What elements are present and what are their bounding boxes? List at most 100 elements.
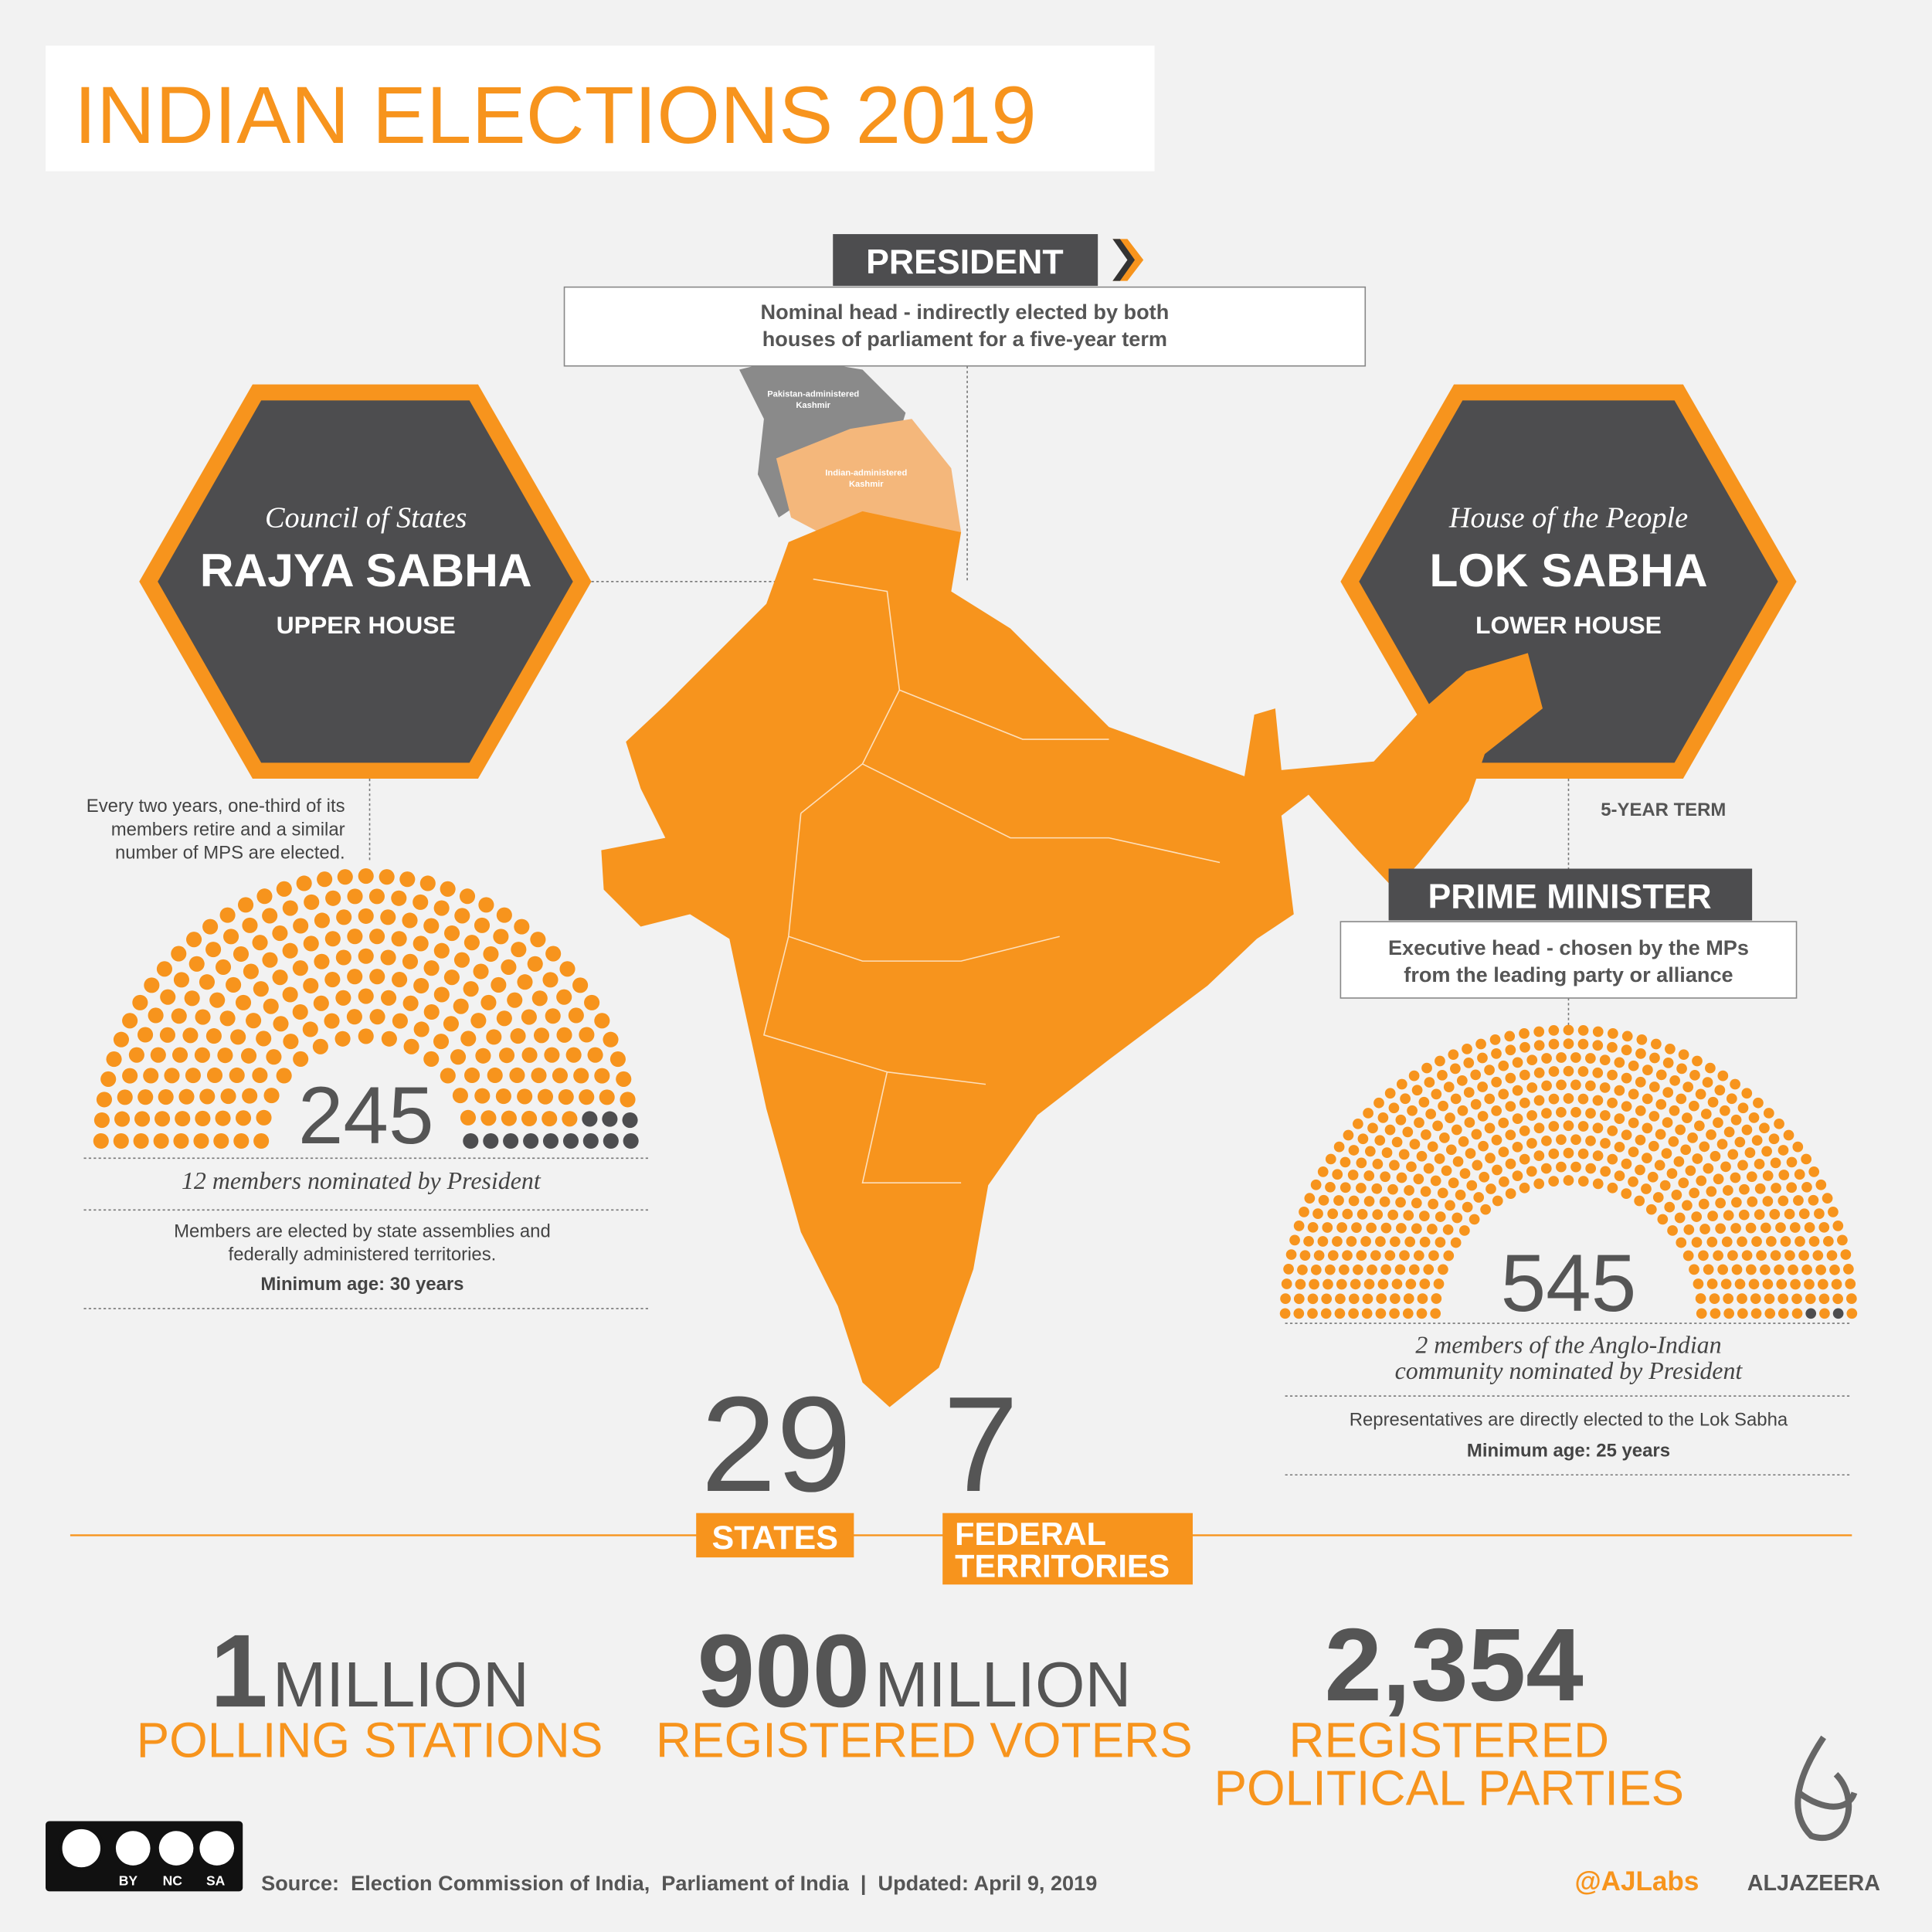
seat	[1754, 1183, 1766, 1194]
seat	[413, 1021, 430, 1037]
seat	[1375, 1308, 1387, 1319]
seat	[1693, 1278, 1704, 1289]
seat	[1768, 1133, 1780, 1145]
seat	[1754, 1158, 1765, 1170]
seat	[1648, 1111, 1660, 1122]
seat	[160, 989, 176, 1005]
seat	[1498, 1088, 1509, 1100]
stat-label: POLLING STATIONS	[137, 1713, 603, 1768]
seat	[185, 1068, 201, 1084]
count-number: 7	[943, 1369, 1019, 1520]
seat	[1469, 1214, 1480, 1225]
seat	[253, 1132, 270, 1149]
seat	[1727, 1149, 1739, 1160]
seat	[1764, 1293, 1775, 1305]
seat	[1592, 1122, 1604, 1134]
seat	[1404, 1236, 1416, 1248]
seat	[1760, 1222, 1771, 1234]
seat	[173, 1132, 189, 1149]
seat	[282, 942, 298, 959]
seat	[171, 1008, 187, 1024]
seat	[1585, 1163, 1597, 1174]
seat	[1791, 1308, 1803, 1319]
seat	[1577, 1066, 1589, 1077]
seat	[1607, 1153, 1618, 1165]
seat	[1659, 1180, 1671, 1191]
seat	[1817, 1278, 1828, 1290]
seat	[164, 1068, 180, 1084]
seat	[1526, 1138, 1537, 1149]
seat	[195, 1110, 211, 1127]
license-label: BY	[119, 1873, 138, 1888]
seat	[1585, 1080, 1596, 1092]
seat	[1435, 1055, 1445, 1067]
seat	[276, 881, 292, 897]
seat	[1666, 1168, 1678, 1179]
seat	[1310, 1179, 1322, 1190]
seat	[178, 1088, 195, 1105]
seat	[1279, 1308, 1291, 1319]
seat	[1489, 1034, 1501, 1045]
seat	[1418, 1210, 1430, 1221]
seat	[1784, 1250, 1795, 1261]
seat	[1805, 1293, 1816, 1305]
seat	[1438, 1264, 1448, 1275]
seat	[242, 917, 258, 933]
seat	[1533, 1040, 1545, 1051]
seat	[1321, 1293, 1333, 1305]
seat	[1491, 1048, 1502, 1059]
seat	[296, 875, 312, 891]
seat	[1366, 1222, 1377, 1234]
seat	[256, 888, 273, 905]
seat	[96, 1092, 112, 1108]
seat	[1642, 1153, 1652, 1164]
house-title: RAJYA SABHA	[200, 544, 532, 596]
seat	[1760, 1264, 1771, 1275]
seat	[202, 918, 219, 935]
seat	[1822, 1235, 1834, 1247]
seat	[559, 961, 576, 977]
seat	[1635, 1134, 1646, 1146]
seat	[1801, 1264, 1812, 1275]
map-label: Kashmir	[796, 401, 830, 410]
seat	[443, 1016, 459, 1032]
seat	[1563, 1147, 1574, 1159]
seat	[358, 1028, 374, 1044]
seat	[1402, 1308, 1414, 1319]
seat	[1832, 1221, 1844, 1231]
seat	[1295, 1278, 1306, 1290]
seat	[381, 990, 397, 1006]
seat	[1570, 1079, 1581, 1091]
seat	[1512, 1141, 1523, 1153]
seat	[1433, 1278, 1445, 1289]
seat	[1634, 1195, 1645, 1207]
seat	[335, 949, 351, 966]
president-description-box	[563, 286, 1367, 367]
seat	[1423, 1163, 1435, 1174]
seat	[530, 932, 546, 948]
seat	[1614, 1085, 1625, 1096]
seat	[1682, 1081, 1694, 1092]
seat	[1388, 1102, 1400, 1114]
seat	[544, 1047, 560, 1063]
seat	[1621, 1044, 1632, 1056]
seat	[1815, 1179, 1827, 1190]
seat	[1818, 1221, 1830, 1233]
house-subtitle: House of the People	[1448, 502, 1688, 535]
seat	[491, 976, 507, 993]
seat	[148, 1007, 164, 1024]
seat	[1491, 1105, 1502, 1116]
seat	[1533, 1026, 1545, 1037]
seat	[1642, 1064, 1653, 1075]
seat	[122, 1013, 138, 1029]
seat	[1348, 1145, 1360, 1156]
seat	[215, 959, 232, 975]
seat	[334, 1031, 351, 1047]
seat	[1505, 1188, 1516, 1199]
seat	[282, 986, 298, 1003]
seat	[1394, 1264, 1406, 1275]
seat	[1377, 1112, 1389, 1123]
seat	[1804, 1278, 1815, 1290]
seat	[368, 888, 385, 905]
seat	[1698, 1198, 1710, 1210]
